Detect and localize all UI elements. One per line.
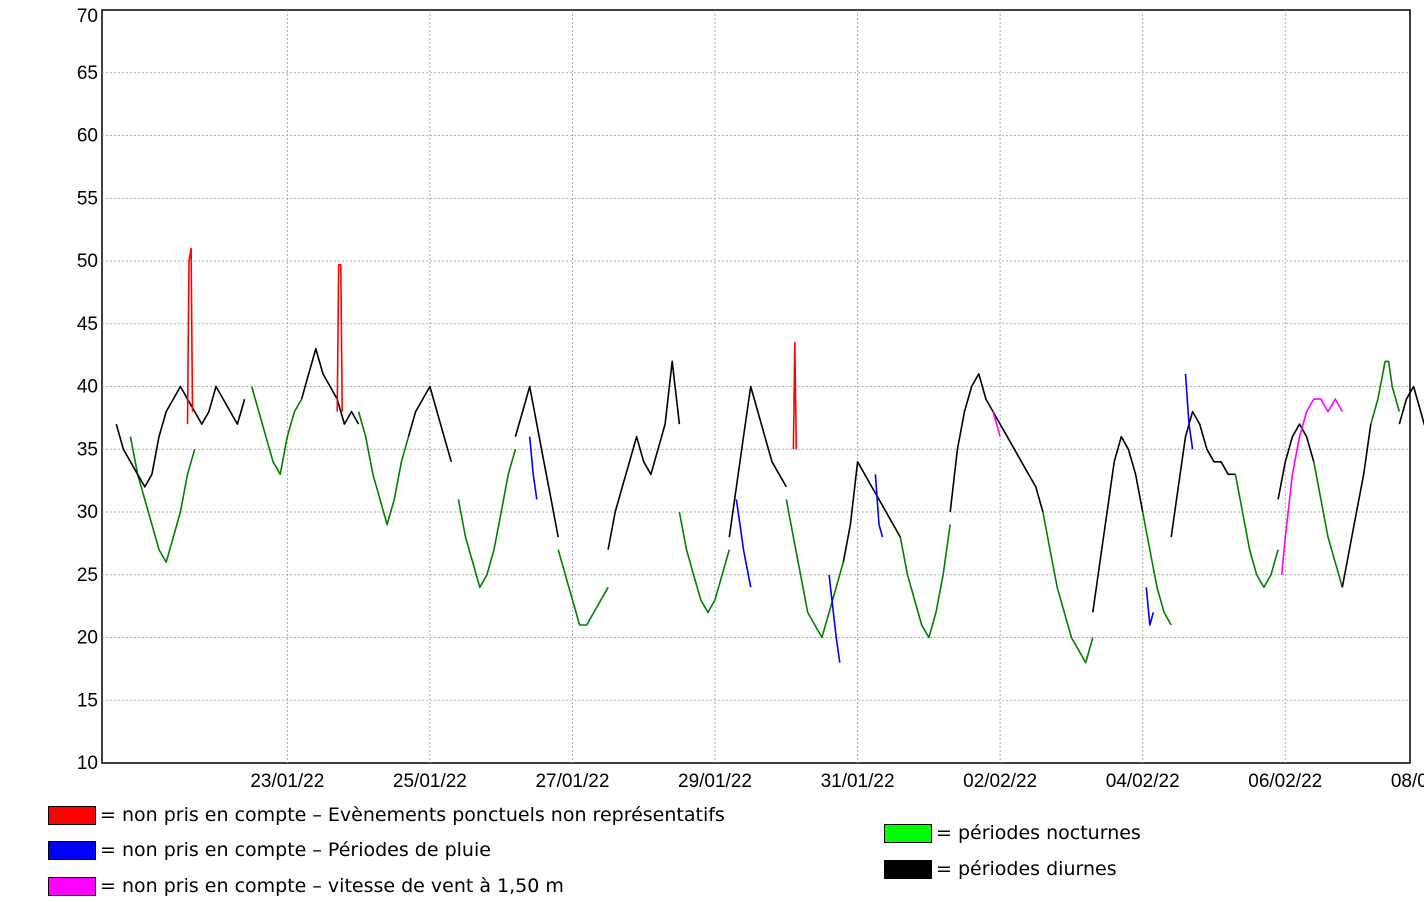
legend-swatch-red	[48, 805, 96, 825]
legend-item-green: = périodes nocturnes	[884, 820, 1141, 846]
legend-label-blue: = non pris en compte – Périodes de pluie	[100, 839, 491, 861]
series-line-4	[186, 247, 194, 425]
series-line-4	[792, 341, 798, 450]
series-line-0	[129, 436, 196, 563]
series-line-0	[250, 386, 303, 476]
legend-swatch-green	[884, 823, 932, 843]
legend-label-green: = périodes nocturnes	[936, 822, 1141, 844]
y-tick-label: 45	[77, 314, 98, 335]
series-line-1	[407, 385, 453, 463]
series-line-1	[949, 373, 1044, 513]
series-line-0	[1370, 360, 1401, 425]
series-line-0	[357, 411, 410, 526]
series-line-2	[1145, 587, 1155, 626]
series-line-0	[1141, 511, 1172, 626]
x-tick-label: 27/01/22	[535, 771, 609, 792]
x-tick-label: 04/02/22	[1106, 771, 1180, 792]
x-axis-ticks: 23/01/22 25/01/22 27/01/22 29/01/22 31/01/22…	[250, 771, 1424, 792]
series-line-3	[992, 411, 1001, 437]
series-line-0	[678, 511, 731, 614]
grid	[102, 10, 1410, 763]
series-line-1	[1398, 385, 1424, 427]
series-line-1	[1092, 435, 1144, 613]
x-tick-label: 02/02/22	[963, 771, 1037, 792]
y-tick-label: 10	[77, 753, 98, 774]
series-line-0	[457, 449, 517, 589]
legend-item-blue: = non pris en compte – Périodes de pluie	[48, 837, 491, 863]
series-line-1	[1170, 410, 1236, 538]
y-tick-label: 65	[77, 63, 98, 84]
series-line-2	[828, 574, 841, 663]
y-tick-label: 25	[77, 565, 98, 586]
y-tick-label: 60	[77, 126, 98, 147]
y-tick-label: 35	[77, 439, 98, 460]
x-tick-label: 08/02/22	[1391, 771, 1424, 792]
legend-swatch-magenta	[48, 876, 96, 896]
y-tick-label: 40	[77, 377, 98, 398]
x-tick-label: 31/01/22	[821, 771, 895, 792]
series-line-0	[557, 549, 609, 626]
legend-label-black: = périodes diurnes	[936, 858, 1117, 880]
series-line-1	[514, 385, 559, 538]
series-line-2	[735, 499, 752, 588]
series-line-1	[728, 385, 787, 538]
legend-label-magenta: = non pris en compte – vitesse de vent à…	[100, 875, 564, 897]
series-line-1	[115, 385, 246, 488]
y-tick-label: 15	[77, 690, 98, 711]
series-line-0	[1234, 474, 1279, 589]
series-line-3	[1280, 398, 1343, 575]
series-line-2	[1184, 373, 1194, 450]
y-tick-label: 50	[77, 251, 98, 272]
series-line-1	[1277, 423, 1315, 500]
x-tick-label: 23/01/22	[250, 771, 324, 792]
legend-swatch-blue	[48, 840, 96, 860]
series-line-1	[300, 348, 360, 425]
series-layer	[115, 247, 1424, 664]
series-line-1	[1341, 423, 1372, 588]
x-tick-label: 29/01/22	[678, 771, 752, 792]
series-line-1	[842, 461, 901, 563]
series-line-2	[528, 436, 538, 500]
x-tick-label: 25/01/22	[393, 771, 467, 792]
x-tick-label: 06/02/22	[1248, 771, 1322, 792]
chart: 10 15 20 25 30 35 40 45 50 55 60 65 70 23/01/22 25/01…	[77, 6, 1424, 792]
series-line-4	[336, 264, 343, 412]
series-line-0	[1313, 461, 1344, 588]
legend-item-black: = périodes diurnes	[884, 856, 1117, 882]
y-tick-label: 55	[77, 188, 98, 209]
legend-label-red: = non pris en compte – Evènements ponctu…	[100, 804, 725, 826]
y-axis-ticks: 10 15 20 25 30 35 40 45 50 55 60 65 70	[77, 6, 98, 774]
legend-swatch-black	[884, 859, 932, 879]
series-line-1	[607, 360, 681, 550]
legend-item-red: = non pris en compte – Evènements ponctu…	[48, 802, 725, 828]
series-line-0	[785, 499, 845, 639]
y-tick-label: 30	[77, 502, 98, 523]
series-line-0	[1042, 511, 1094, 664]
y-tick-label: 70	[77, 6, 98, 27]
series-line-2	[874, 474, 884, 538]
series-line-0	[899, 524, 951, 639]
y-tick-label: 20	[77, 628, 98, 649]
legend-item-magenta: = non pris en compte – vitesse de vent à…	[48, 873, 564, 899]
